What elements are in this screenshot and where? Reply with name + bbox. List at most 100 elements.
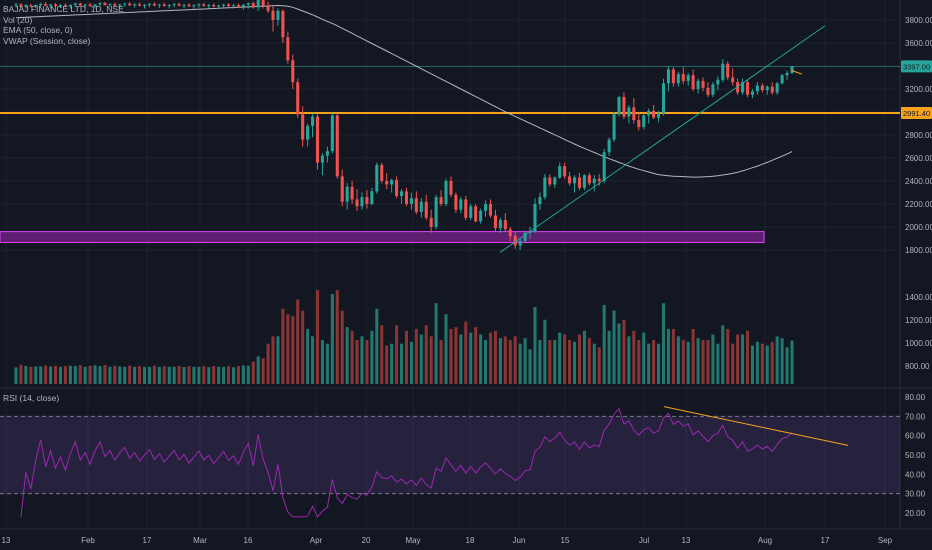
candle xyxy=(83,4,87,6)
volume-bar xyxy=(103,364,107,384)
candle xyxy=(276,10,280,20)
volume-bar xyxy=(726,328,730,384)
volume-bar xyxy=(197,366,201,384)
volume-bar xyxy=(513,336,517,384)
time-axis-label: May xyxy=(405,536,420,545)
volume-bar xyxy=(701,340,705,384)
candle xyxy=(488,204,493,216)
volume-bar xyxy=(493,330,497,384)
volume-bar xyxy=(632,330,636,384)
candle xyxy=(197,4,201,6)
candle xyxy=(212,5,216,7)
price-tick-label: 1800.00 xyxy=(905,246,932,255)
volume-bar xyxy=(231,367,236,384)
candle xyxy=(39,3,43,6)
volume-bar xyxy=(419,334,423,384)
candle xyxy=(474,206,478,222)
candle xyxy=(340,176,344,202)
volume-bar xyxy=(563,334,567,384)
price-tick-label: 2200.00 xyxy=(905,200,932,209)
volume-bar xyxy=(399,343,404,384)
candle xyxy=(162,4,166,6)
candle xyxy=(19,4,23,7)
price-label-text: 3397.00 xyxy=(903,62,930,71)
time-axis-label: 18 xyxy=(466,536,475,545)
volume-bar xyxy=(296,299,300,384)
volume-bar xyxy=(251,361,255,384)
volume-bar xyxy=(113,365,117,384)
candle xyxy=(711,84,715,95)
volume-bar xyxy=(58,366,63,384)
trendline-resistance xyxy=(791,70,803,75)
volume-bar xyxy=(380,325,384,384)
candle xyxy=(385,181,389,185)
volume-bar xyxy=(217,366,221,384)
volume-bar xyxy=(741,334,745,384)
volume-bar xyxy=(340,310,344,384)
candle xyxy=(686,75,690,81)
candle xyxy=(306,125,310,140)
candle xyxy=(790,66,794,73)
volume-bar xyxy=(760,343,764,384)
volume-bar xyxy=(409,341,413,384)
legend-vwap: VWAP (Session, close) xyxy=(3,35,91,46)
volume-bar xyxy=(770,341,774,384)
time-axis-label: 13 xyxy=(682,536,691,545)
volume-bar xyxy=(711,334,715,384)
volume-bar xyxy=(434,303,438,384)
candle xyxy=(93,4,97,7)
candle xyxy=(543,177,547,198)
candle xyxy=(760,85,764,91)
volume-bar xyxy=(390,343,394,384)
legend-ema: EMA (50, close, 0) xyxy=(3,25,73,35)
volume-bar xyxy=(138,366,142,384)
volume-bar xyxy=(474,327,478,384)
trendline-support xyxy=(499,25,826,253)
volume-bar xyxy=(162,366,166,384)
volume-bar xyxy=(207,367,211,384)
price-tick-label: 2800.00 xyxy=(905,131,932,140)
candle xyxy=(118,4,122,6)
candle xyxy=(98,2,102,5)
candle xyxy=(311,116,315,126)
candle xyxy=(770,86,774,93)
candle xyxy=(597,178,601,181)
legend-symbol: BAJAJ FINANCE LTD, 1D, NSE xyxy=(3,4,124,14)
candle xyxy=(133,4,137,6)
volume-bar xyxy=(775,336,779,384)
volume-bar xyxy=(414,328,418,384)
volume-bar xyxy=(785,347,789,384)
candle xyxy=(227,4,231,6)
volume-bar xyxy=(736,334,740,384)
volume-bar xyxy=(464,321,468,384)
volume-bar xyxy=(330,294,334,384)
volume-bar xyxy=(780,338,784,384)
rsi-tick-label: 80.00 xyxy=(905,393,926,402)
candle xyxy=(187,4,191,7)
volume-bar xyxy=(642,332,646,384)
volume-bar xyxy=(306,328,310,384)
candle xyxy=(320,155,324,163)
volume-bar xyxy=(88,365,92,384)
volume-bar xyxy=(360,336,364,384)
volume-bar xyxy=(385,345,389,384)
candle xyxy=(301,114,305,140)
candle xyxy=(49,4,53,6)
volume-bar xyxy=(429,336,433,384)
volume-bar xyxy=(454,327,458,384)
candle xyxy=(222,4,226,6)
candle xyxy=(459,199,463,210)
candle xyxy=(266,6,270,11)
candle xyxy=(78,3,82,6)
time-axis-label: Sep xyxy=(878,536,893,545)
candle xyxy=(281,10,285,38)
volume-bar xyxy=(19,364,23,384)
candle xyxy=(745,82,750,95)
candle xyxy=(315,116,320,163)
candle xyxy=(647,110,651,116)
volume-bar xyxy=(49,366,53,384)
candle xyxy=(404,191,409,204)
chart-legend: BAJAJ FINANCE LTD, 1D, NSE Vol (20) EMA … xyxy=(3,4,124,46)
candle xyxy=(602,152,606,181)
